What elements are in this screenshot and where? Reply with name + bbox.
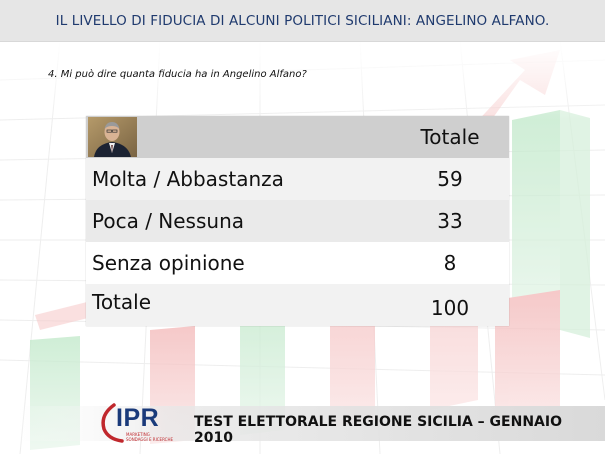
logo-tagline: MARKETING SONDAGGI E RICERCHE [126,432,173,442]
question-text: 4. Mi può dire quanta fiducia ha in Ange… [48,69,307,80]
row-label: Senza opinione [92,251,245,275]
table-header-row: Totale [86,116,509,158]
page-title: IL LIVELLO DI FIDUCIA DI ALCUNI POLITICI… [55,12,550,29]
table-row: Poca / Nessuna 33 [86,200,509,242]
portrait-photo-icon [88,117,137,157]
table-row: Molta / Abbastanza 59 [86,158,509,200]
row-label: Poca / Nessuna [92,209,245,233]
ipr-logo-icon: IPR MARKETING SONDAGGI E RICERCHE [98,401,180,445]
row-label: Molta / Abbastanza [92,167,284,191]
footer-caption: TEST ELETTORALE REGIONE SICILIA – GENNAI… [194,414,562,446]
row-label: Totale [92,290,152,314]
header-bar: IL LIVELLO DI FIDUCIA DI ALCUNI POLITICI… [0,0,605,42]
row-value: 59 [437,167,463,191]
row-value: 8 [443,251,457,275]
footer-bar [0,406,605,441]
column-header-totale: Totale [420,125,480,149]
row-value: 100 [430,296,470,320]
table-row: Senza opinione 8 [86,242,509,284]
row-value: 33 [437,209,463,233]
table-row-total: Totale 100 [86,284,509,326]
logo-text: IPR [116,404,160,432]
results-table: Totale Molta / Abbastanza 59 Poca / Ness… [86,116,509,326]
